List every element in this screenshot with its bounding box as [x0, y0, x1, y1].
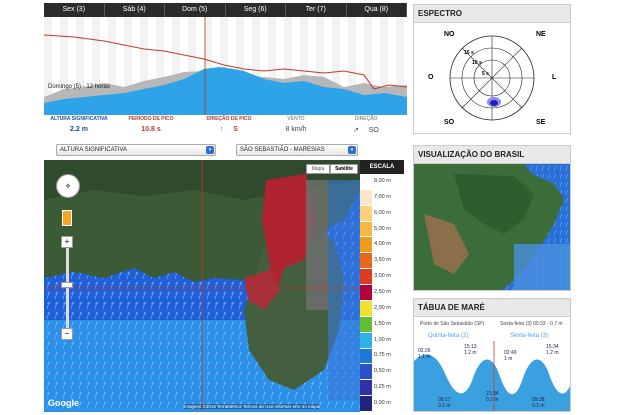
spectrum-polar: [449, 35, 535, 121]
scale-swatch: [360, 332, 372, 349]
scale-bars: 8,00 m 7,00 m 6,00 m 5,00 m 4,00 m 3,50 m 3,00…: [360, 174, 404, 412]
scale-label: 1,00 m: [374, 336, 391, 343]
dir-so: SO: [444, 119, 455, 126]
day-tab[interactable]: Sáb (4): [105, 3, 165, 17]
pan-control[interactable]: ✥: [56, 174, 80, 198]
tide-event: 15:34 1.2 m: [546, 344, 559, 356]
chart-caption: Domingo (5) - 12 horas: [48, 84, 110, 90]
dir-o: O: [428, 74, 434, 81]
location-select[interactable]: SÃO SEBASTIÃO - MARESIAS ▾: [236, 144, 358, 156]
metric-altura: ALTURA SIGNIFICATIVA 2.2 m: [50, 116, 108, 133]
chevron-down-icon: ▾: [348, 146, 356, 154]
brasil-panel: VISUALIZAÇÃO DO BRASIL: [413, 145, 571, 291]
forecast-chart[interactable]: [44, 17, 407, 115]
scale-label: 0,00 m: [374, 400, 391, 407]
dir-l: L: [552, 74, 557, 81]
day-tab[interactable]: Sex (3): [44, 3, 105, 17]
tide-day1: Quinta-feira (2): [428, 333, 469, 339]
scale-swatch: [360, 174, 372, 190]
scale-label: 6,00 m: [374, 209, 391, 216]
metric-vento: VENTO 8 km/h: [285, 116, 307, 133]
zoom-handle[interactable]: [61, 282, 73, 288]
brasil-title: VISUALIZAÇÃO DO BRASIL: [414, 146, 570, 164]
google-logo: Google: [48, 398, 79, 408]
scale-swatch: [360, 253, 372, 270]
day-tab[interactable]: Qua (8): [347, 3, 407, 17]
scale-swatch: [360, 189, 372, 206]
map-view[interactable]: ✥ + − Mapa Satélite Google Imagens ©2015…: [44, 160, 360, 412]
ring-label: 5 s: [482, 71, 489, 77]
day-bar: Sex (3) Sáb (4) Dom (5) Seg (6) Ter (7) …: [44, 3, 407, 17]
day-tab[interactable]: Seg (6): [226, 3, 286, 17]
metric-periodo: PERÍODO DE PICO 10.8 s: [128, 116, 174, 133]
zoom-out-button[interactable]: −: [61, 328, 73, 340]
scale-swatch: [360, 237, 372, 254]
brasil-map[interactable]: [414, 164, 570, 290]
tide-panel: TÁBUA DE MARÉ Porto de São Sebastião (SP…: [413, 298, 571, 412]
tide-port: Porto de São Sebastião (SP): [420, 321, 485, 327]
ring-label: 10 s: [472, 60, 482, 66]
scale-label: 1,50 m: [374, 320, 391, 327]
scale-swatch: [360, 316, 372, 333]
tide-day2: Sexta-feira (3): [510, 333, 549, 339]
scale-label: 0,75 m: [374, 352, 391, 359]
scale-swatch: [360, 205, 372, 222]
scale-swatch: [360, 380, 372, 397]
scale-title: ESCALA: [360, 160, 404, 174]
scale-label: 7,00 m: [374, 193, 391, 200]
tide-event: 09:17 0.1 m: [438, 397, 451, 409]
map-attribution: Imagens ©2015 TerraMetrics Termos de Uso…: [184, 404, 320, 409]
ring-label: 15 s: [464, 50, 474, 56]
scale-swatch: [360, 221, 372, 238]
scale-swatch: [360, 300, 372, 317]
scale-label: 2,00 m: [374, 304, 391, 311]
metric-direcao: DIREÇÃO DE PICO ↑ S: [206, 116, 252, 133]
tide-event: 09:38 0.1 m: [532, 397, 545, 409]
spectrum-title: ESPECTRO: [414, 5, 570, 23]
scale-label: 3,50 m: [374, 257, 391, 264]
tab-satelite[interactable]: Satélite: [330, 164, 358, 174]
scale-label: 8,00 m: [374, 177, 391, 184]
zoom-slider[interactable]: [66, 248, 69, 328]
scale-label: 4,00 m: [374, 241, 391, 248]
chevron-down-icon: ▾: [206, 146, 214, 154]
dir-se: SE: [536, 119, 546, 126]
tide-title: TÁBUA DE MARÉ: [414, 299, 570, 317]
zoom-in-button[interactable]: +: [61, 236, 73, 248]
tide-event: 15:13 1.2 m: [464, 344, 477, 356]
tide-event: 02:26 1.1 m: [418, 348, 431, 360]
metrics-row: ALTURA SIGNIFICATIVA 2.2 m PERÍODO DE PI…: [44, 116, 407, 138]
scale-swatch: [360, 269, 372, 286]
pegman-icon[interactable]: [62, 210, 72, 226]
scale-swatch: [360, 364, 372, 381]
scale-label: 3,00 m: [374, 273, 391, 280]
scale-label: 2,50 m: [374, 289, 391, 295]
forecast-panel: Sex (3) Sáb (4) Dom (5) Seg (6) Ter (7) …: [44, 0, 407, 138]
tide-event: 21:34 0.2 m: [486, 391, 499, 403]
scale-label: 0,50 m: [374, 368, 391, 375]
tide-chart[interactable]: [414, 341, 570, 411]
scale-legend: ESCALA 8,00 m 7,00 m 6,00 m 5,00 m 4,00 m 3,5…: [360, 160, 404, 412]
arrow-ne-icon: ↗: [353, 127, 359, 134]
metric-vento-dir: DIREÇÃO ↗ SO: [353, 116, 379, 134]
tide-now: Sexta-feira (3) 00:33 - 0.7 m: [500, 321, 563, 327]
day-tab[interactable]: Dom (5): [165, 3, 226, 17]
scale-swatch: [360, 285, 372, 301]
scale-label: 0,25 m: [374, 384, 391, 391]
variable-select[interactable]: ALTURA SIGNIFICATIVA ▾: [56, 144, 216, 156]
dir-ne: NE: [536, 31, 546, 38]
scale-label: 5,00 m: [374, 225, 391, 232]
map-canvas: [44, 160, 360, 412]
scale-swatch: [360, 396, 372, 412]
spectrum-panel: ESPECTRO NO NE O L SO SE 15 s 10 s 5 s: [413, 4, 571, 134]
arrow-up-icon: ↑: [220, 126, 224, 133]
tab-mapa[interactable]: Mapa: [306, 164, 330, 174]
day-tab[interactable]: Ter (7): [286, 3, 347, 17]
dir-no: NO: [444, 31, 455, 38]
tide-event: 02:49 1 m: [504, 350, 517, 362]
scale-swatch: [360, 348, 372, 365]
